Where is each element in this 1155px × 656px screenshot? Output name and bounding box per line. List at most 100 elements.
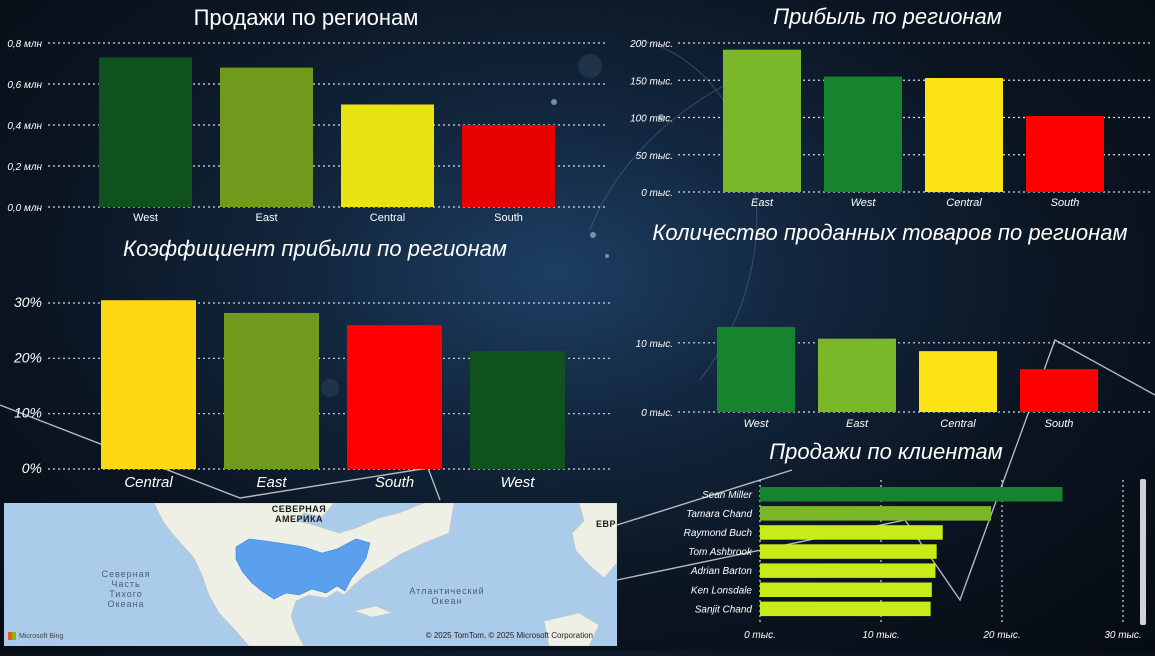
bar-central — [925, 78, 1003, 192]
bar-sean-miller — [760, 487, 1063, 502]
map-label-line: СЕВЕРНАЯ — [271, 504, 327, 514]
y-tick-label: 0 тыс. — [641, 188, 673, 199]
y-tick-label: 100 тыс. — [630, 114, 673, 125]
bar-west — [99, 57, 192, 207]
bar-south — [347, 325, 442, 469]
bing-logo[interactable]: Microsoft Bing — [8, 632, 63, 640]
chart-title: Прибыль по регионам — [773, 4, 1002, 29]
customer-label: Sean Miller — [702, 490, 753, 501]
x-tick-label: West — [851, 197, 877, 209]
y-tick-label: 0,6 млн — [7, 80, 42, 91]
map-label-line: АМЕРИКА — [275, 514, 323, 524]
map-label-line: Часть — [111, 579, 141, 589]
bar-sanjit-chand — [760, 601, 931, 617]
x-tick-label: South — [1051, 197, 1080, 209]
chart-title: Продажи по регионам — [193, 5, 419, 30]
sales-by-region-svg: 0,0 млн 0,2 млн 0,4 млн 0,6 млн 0,8 млн West E… — [7, 39, 608, 224]
customer-label: Ken Lonsdale — [691, 585, 753, 596]
y-tick-label: 10 тыс. — [636, 339, 673, 350]
y-tick-label: 200 тыс. — [629, 39, 673, 50]
y-tick-label: 0,8 млн — [7, 39, 42, 50]
x-tick-label: South — [494, 212, 523, 224]
chart-title: Коэффициент прибыли по регионам — [123, 236, 507, 261]
x-tick-label: South — [375, 474, 414, 491]
sales-by-customer-svg: 0 тыс. 10 тыс. 20 тыс. 30 тыс. Sean Miller Ta… — [684, 480, 1142, 641]
x-tick-label: South — [1045, 418, 1074, 430]
map-label-line: Океан — [431, 596, 463, 606]
map-label-pacific: Северная Часть Тихого Океана — [96, 569, 156, 609]
x-tick-label: Central — [946, 197, 982, 209]
y-tick-label: 50 тыс. — [636, 151, 673, 162]
chart-title: Количество проданных товаров по регионам — [652, 220, 1128, 245]
bar-south — [1020, 369, 1098, 412]
scrollbar-thumb[interactable] — [1140, 479, 1146, 625]
map-label-atlantic: Атлантический Океан — [402, 586, 492, 606]
customer-label: Raymond Buch — [684, 528, 753, 539]
y-tick-label: 0% — [22, 460, 42, 476]
x-tick-label: East — [255, 212, 277, 224]
profit-by-region-chart[interactable]: Прибыль по регионам 0 тыс. 50 тыс. 100 тыс… — [620, 0, 1155, 215]
bar-east — [818, 338, 896, 412]
y-tick-label: 0,4 млн — [7, 121, 42, 132]
sales-by-customer-chart[interactable]: Продажи по клиентам 0 тыс. 10 тыс. 20 тыс.… — [620, 435, 1155, 651]
customer-label: Sanjit Chand — [695, 604, 753, 615]
map-label-line: Океана — [107, 599, 145, 609]
bar-raymond-buch — [760, 525, 943, 540]
bar-east — [224, 312, 319, 469]
y-tick-label: 30% — [14, 294, 42, 310]
customer-label: Adrian Barton — [690, 566, 753, 577]
x-tick-label: East — [846, 418, 869, 430]
bar-tom-ashbrook — [760, 544, 937, 559]
profit-ratio-svg: 0% 10% 20% 30% Central East South West — [13, 294, 612, 491]
x-tick-label: West — [744, 418, 770, 430]
sales-by-region-chart[interactable]: Продажи по регионам 0,0 млн 0,2 млн 0,4 мл… — [0, 0, 620, 232]
y-tick-label: 0 тыс. — [641, 408, 673, 419]
bar-central — [341, 104, 434, 207]
x-tick-label: Central — [370, 212, 405, 224]
x-tick-label: 20 тыс. — [982, 630, 1020, 641]
y-tick-label: 0,2 млн — [7, 162, 42, 173]
microsoft-logo-icon — [8, 632, 16, 640]
customer-list-scrollbar[interactable] — [1140, 479, 1146, 625]
bar-west — [470, 351, 565, 469]
x-tick-label: West — [133, 212, 158, 224]
sales-map[interactable]: СЕВЕРНАЯ АМЕРИКА Северная Часть Тихого О… — [4, 503, 617, 646]
bar-tamara-chand — [760, 506, 992, 521]
y-tick-label: 150 тыс. — [630, 76, 673, 87]
y-tick-label: 20% — [13, 349, 42, 365]
bar-west — [717, 326, 795, 412]
x-tick-label: 10 тыс. — [862, 630, 899, 641]
map-label-europe: ЕВР — [595, 519, 616, 529]
chart-title: Продажи по клиентам — [769, 439, 1003, 464]
bar-west — [824, 76, 902, 192]
map-copyright: © 2025 TomTom, © 2025 Microsoft Corporat… — [425, 631, 593, 640]
bar-ken-lonsdale — [760, 582, 932, 597]
profit-by-region-svg: 0 тыс. 50 тыс. 100 тыс. 150 тыс. 200 тыс. Eas… — [629, 39, 1152, 209]
x-tick-label: East — [751, 197, 774, 209]
bar-central — [919, 351, 997, 412]
bar-south — [462, 125, 555, 207]
customer-label: Tom Ashbrook — [688, 547, 753, 558]
map-land — [153, 503, 617, 646]
bar-east — [220, 67, 313, 207]
x-tick-label: 0 тыс. — [744, 630, 776, 641]
customer-label: Tamara Chand — [686, 509, 752, 520]
map-label-line: Тихого — [109, 589, 143, 599]
bar-south — [1026, 116, 1104, 192]
y-tick-label: 10% — [14, 405, 42, 421]
x-tick-label: East — [256, 474, 287, 491]
bar-central — [101, 300, 196, 469]
quantity-by-region-svg: 0 тыс. 10 тыс. West East Central South — [636, 326, 1152, 430]
bar-east — [723, 49, 801, 192]
bar-adrian-barton — [760, 563, 936, 578]
map-label-line: Северная — [101, 569, 151, 579]
map-label-north-america: СЕВЕРНАЯ АМЕРИКА — [259, 504, 339, 524]
profit-ratio-chart[interactable]: Коэффициент прибыли по регионам 0% 10% 20%… — [0, 232, 620, 494]
map-label-line: Атлантический — [409, 586, 485, 596]
x-tick-label: Central — [124, 474, 173, 491]
x-tick-label: 30 тыс. — [1104, 630, 1141, 641]
x-tick-label: West — [501, 474, 536, 491]
x-tick-label: Central — [940, 418, 976, 430]
y-tick-label: 0,0 млн — [7, 203, 42, 214]
quantity-by-region-chart[interactable]: Количество проданных товаров по регионам… — [620, 215, 1155, 435]
